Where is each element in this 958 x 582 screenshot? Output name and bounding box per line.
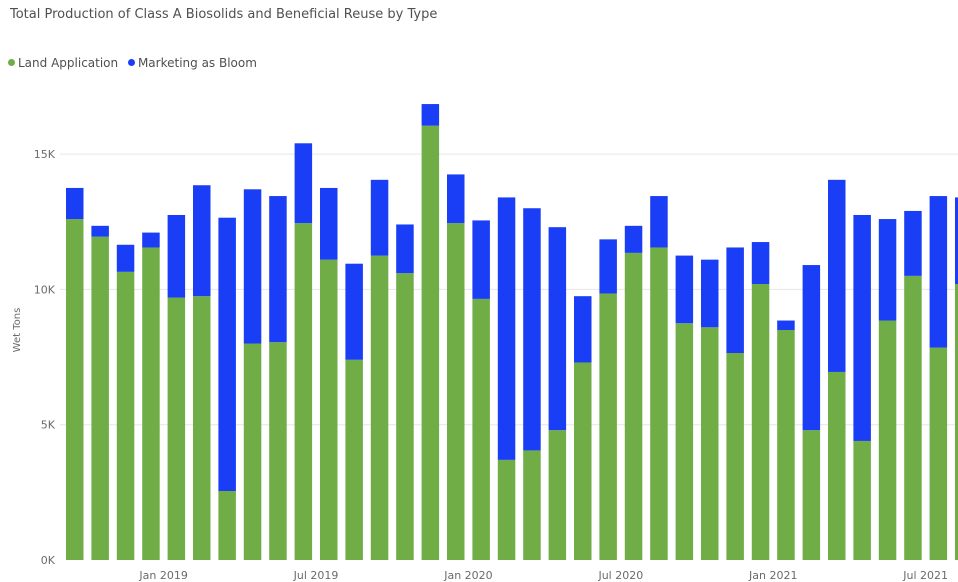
bar-marketing-as-bloom (421, 104, 440, 126)
bar-marketing-as-bloom (599, 239, 617, 294)
bar-marketing-as-bloom (650, 196, 668, 248)
bar-marketing-as-bloom (269, 196, 287, 343)
bar-marketing-as-bloom (904, 210, 922, 276)
y-tick-label: 5K (41, 419, 56, 432)
bar-land-application (548, 430, 567, 560)
bar-land-application (269, 342, 287, 560)
bar-marketing-as-bloom (193, 185, 211, 297)
bar-land-application (904, 275, 922, 560)
bar-marketing-as-bloom (548, 227, 567, 431)
bar-land-application (142, 247, 160, 560)
bar-land-application (701, 327, 719, 560)
bar-land-application (91, 236, 109, 560)
bar-marketing-as-bloom (218, 217, 236, 492)
bar-land-application (66, 219, 84, 560)
bar-land-application (777, 330, 795, 560)
legend-item-marketing-as-bloom[interactable]: Marketing as Bloom (127, 56, 257, 70)
bar-land-application (574, 362, 592, 560)
bar-marketing-as-bloom (91, 225, 109, 237)
bar-marketing-as-bloom (167, 215, 186, 298)
bar-land-application (751, 284, 770, 560)
bar-land-application (650, 247, 668, 560)
bar-marketing-as-bloom (701, 259, 719, 328)
chart-title: Total Production of Class A Biosolids an… (10, 7, 438, 22)
bar-marketing-as-bloom (243, 189, 262, 344)
x-tick-label: Jul 2020 (597, 569, 643, 582)
x-tick-label: Jul 2019 (293, 569, 339, 582)
bar-land-application (294, 223, 313, 560)
bar-land-application (802, 430, 821, 560)
bar-land-application (167, 297, 186, 560)
bar-marketing-as-bloom (345, 263, 363, 360)
bar-land-application (447, 223, 465, 560)
bar-land-application (345, 359, 363, 560)
legend-label-marketing-as-bloom: Marketing as Bloom (137, 56, 257, 70)
bar-marketing-as-bloom (497, 197, 516, 460)
bar-land-application (853, 440, 871, 560)
bar-marketing-as-bloom (853, 215, 871, 441)
legend-item-land-application[interactable]: Land Application (8, 56, 118, 70)
y-tick-label: 0K (41, 554, 56, 567)
bar-land-application (726, 353, 744, 560)
bar-marketing-as-bloom (523, 208, 541, 451)
x-tick-label: Jan 2021 (748, 569, 797, 582)
bar-marketing-as-bloom (320, 187, 338, 260)
bar-marketing-as-bloom (751, 242, 770, 284)
bar-marketing-as-bloom (472, 220, 490, 299)
y-tick-label: 10K (34, 283, 56, 296)
bar-land-application (929, 347, 948, 560)
bar-marketing-as-bloom (624, 225, 643, 253)
legend-label-land-application: Land Application (18, 56, 119, 70)
bar-land-application (497, 459, 516, 560)
bar-marketing-as-bloom (66, 187, 84, 220)
bar-marketing-as-bloom (675, 255, 694, 324)
legend-dot-marketing-as-bloom (127, 59, 135, 66)
bar-marketing-as-bloom (802, 265, 821, 431)
bar-land-application (828, 371, 846, 560)
y-tick-label: 15K (34, 148, 56, 161)
bar-land-application (472, 298, 490, 560)
bar-marketing-as-bloom (878, 219, 897, 321)
y-axis-title: Wet Tons (12, 308, 23, 353)
bar-marketing-as-bloom (447, 174, 465, 224)
bar-marketing-as-bloom (396, 224, 414, 274)
bar-land-application (116, 271, 135, 560)
x-tick-label: Jan 2019 (138, 569, 187, 582)
bar-land-application (218, 491, 236, 560)
bar-marketing-as-bloom (294, 143, 313, 224)
bar-land-application (599, 293, 617, 560)
bar-marketing-as-bloom (116, 244, 135, 272)
bar-marketing-as-bloom (929, 196, 948, 348)
bar-land-application (193, 296, 211, 560)
legend: Land Application Marketing as Bloom (8, 56, 263, 70)
bar-marketing-as-bloom (574, 296, 592, 363)
x-tick-label: Jul 2021 (902, 569, 948, 582)
bar-marketing-as-bloom (777, 320, 795, 330)
legend-dot-land-application (8, 59, 15, 66)
bar-land-application (955, 284, 958, 560)
bar-land-application (396, 273, 414, 560)
bar-land-application (624, 252, 643, 560)
bar-marketing-as-bloom (726, 247, 744, 353)
x-tick-label: Jan 2020 (443, 569, 492, 582)
bar-land-application (320, 259, 338, 560)
bar-land-application (370, 255, 389, 560)
bar-marketing-as-bloom (828, 179, 846, 372)
bar-land-application (523, 450, 541, 560)
bar-marketing-as-bloom (370, 179, 389, 256)
bar-land-application (243, 343, 262, 560)
bar-land-application (675, 323, 694, 560)
bar-marketing-as-bloom (955, 197, 958, 284)
bar-land-application (878, 320, 897, 560)
bar-land-application (421, 125, 440, 561)
bar-marketing-as-bloom (142, 232, 160, 248)
